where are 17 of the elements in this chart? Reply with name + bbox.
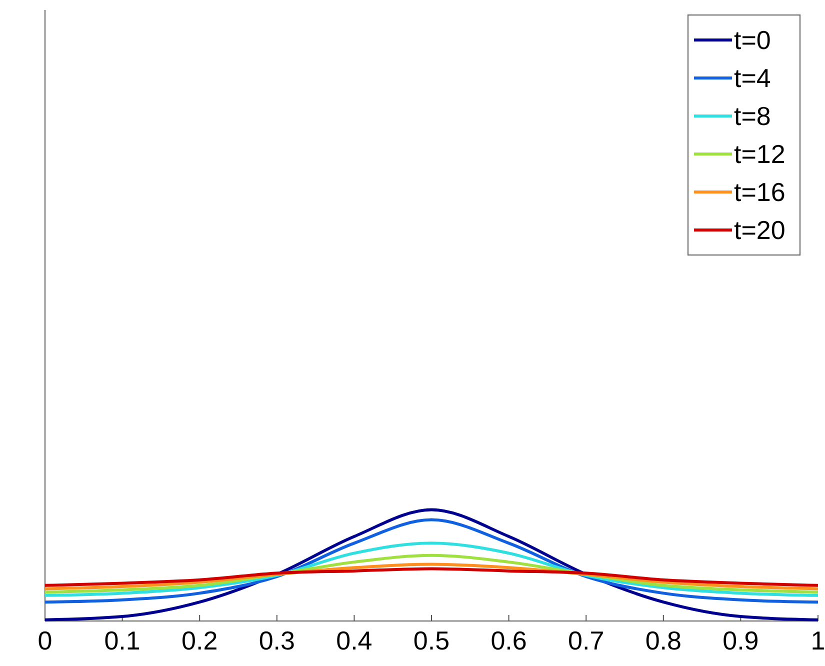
legend-label: t=4 — [734, 63, 771, 93]
x-tick-label: 0.4 — [336, 625, 372, 656]
x-tick-label: 1 — [810, 625, 825, 656]
x-tick-label: 0.3 — [258, 625, 295, 656]
x-tick-label: 0.5 — [413, 625, 450, 656]
legend-label: t=12 — [734, 139, 786, 169]
x-tick-label: 0.2 — [182, 625, 218, 656]
x-tick-label: 0.7 — [568, 625, 604, 656]
x-tick-label: 0.1 — [104, 625, 140, 656]
legend-label: t=0 — [734, 25, 771, 55]
x-tick-label: 0 — [38, 625, 52, 656]
legend-label: t=20 — [734, 215, 786, 245]
x-tick-label: 0.8 — [645, 625, 682, 656]
legend-label: t=16 — [734, 177, 786, 207]
x-tick-label: 0.9 — [722, 625, 759, 656]
legend-label: t=8 — [734, 101, 771, 131]
x-tick-label: 0.6 — [490, 625, 527, 656]
